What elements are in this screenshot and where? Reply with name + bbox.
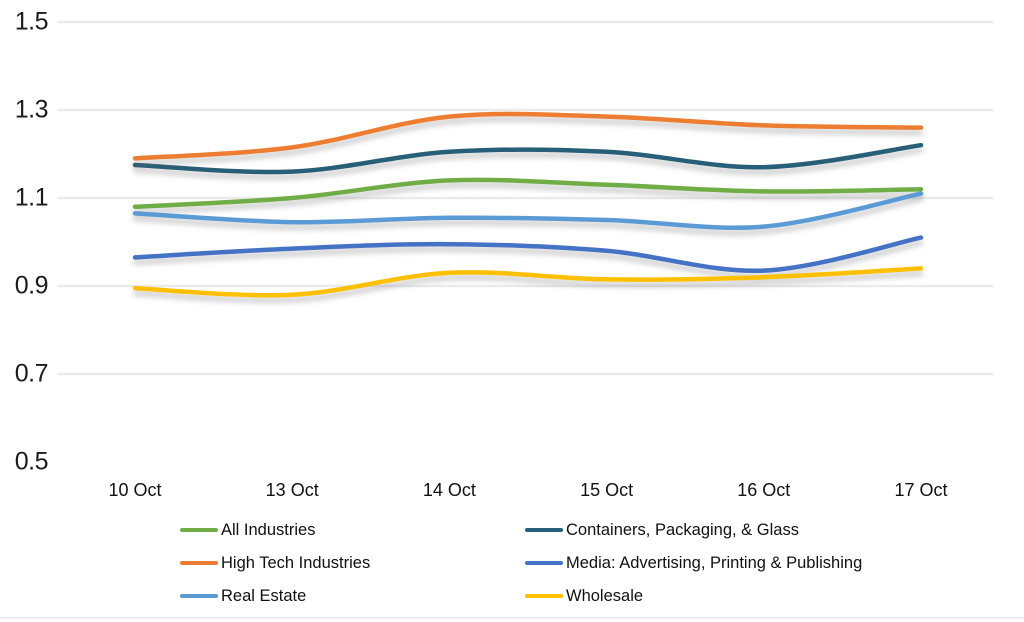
legend-item-all-industries: All Industries	[180, 520, 315, 540]
legend-swatch-all-industries	[180, 528, 218, 532]
x-axis-label-10-oct: 10 Oct	[108, 480, 162, 500]
series-line-all-industries	[132, 177, 924, 210]
legend-label-wholesale: Wholesale	[566, 586, 644, 605]
x-axis-label-15-oct: 15 Oct	[580, 480, 634, 500]
series-line-real-estate	[132, 191, 924, 230]
y-axis-label-1.1: 1.1	[14, 183, 49, 212]
legend-label-all-industries: All Industries	[221, 520, 316, 539]
legend-swatch-media-advertising-printing-publishing	[525, 561, 563, 565]
bottom-divider	[0, 617, 1024, 619]
legend-item-real-estate: Real Estate	[180, 586, 306, 606]
legend-item-media-advertising-printing-publishing: Media: Advertising, Printing & Publishin…	[525, 553, 862, 573]
series-lines	[132, 111, 924, 298]
x-axis-label-16-oct: 16 Oct	[737, 480, 791, 500]
series-line-media-advertising-printing-publishing	[132, 235, 924, 274]
legend-item-wholesale: Wholesale	[525, 586, 643, 606]
y-axis-label-1.5: 1.5	[14, 7, 49, 36]
series-line-wholesale	[132, 266, 924, 298]
legend-label-real-estate: Real Estate	[221, 586, 307, 605]
legend-label-media-advertising-printing-publishing: Media: Advertising, Printing & Publishin…	[566, 553, 863, 572]
legend-swatch-wholesale	[525, 594, 563, 598]
legend-swatch-containers-packaging-glass	[525, 528, 563, 532]
legend-swatch-high-tech-industries	[180, 561, 218, 565]
x-axis-label-17-oct: 17 Oct	[894, 480, 948, 500]
legend-item-high-tech-industries: High Tech Industries	[180, 553, 370, 573]
gridlines	[57, 20, 993, 376]
y-axis-label-0.7: 0.7	[14, 359, 49, 388]
y-axis-label-0.5: 0.5	[14, 447, 49, 476]
y-axis-label-1.3: 1.3	[14, 95, 49, 124]
series-line-containers-packaging-glass	[132, 142, 924, 175]
x-axis-label-13-oct: 13 Oct	[265, 480, 319, 500]
legend-swatch-real-estate	[180, 594, 218, 598]
legend-label-high-tech-industries: High Tech Industries	[221, 553, 371, 572]
legend-label-containers-packaging-glass: Containers, Packaging, & Glass	[566, 520, 799, 539]
legend-item-containers-packaging-glass: Containers, Packaging, & Glass	[525, 520, 799, 540]
y-axis-label-0.9: 0.9	[14, 271, 49, 300]
series-line-high-tech-industries	[132, 111, 924, 161]
x-axis-label-14-oct: 14 Oct	[422, 480, 476, 500]
